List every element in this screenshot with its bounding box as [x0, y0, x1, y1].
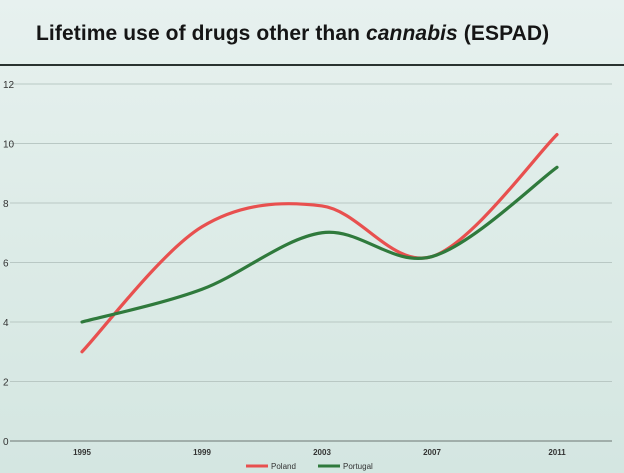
y-tick-label: 4	[3, 318, 9, 329]
y-tick-label: 8	[3, 199, 9, 210]
y-tick-label: 12	[3, 80, 15, 91]
y-tick-label: 2	[3, 378, 9, 389]
y-tick-label: 0	[3, 437, 9, 448]
series-line-portugal	[80, 165, 559, 324]
y-tick-label: 6	[3, 259, 9, 270]
legend-label-poland: Poland	[271, 462, 296, 471]
title-prefix: Lifetime use of drugs other than	[36, 22, 366, 45]
series-line-poland	[80, 132, 559, 354]
x-tick-label: 1999	[193, 448, 211, 457]
chart-title: Lifetime use of drugs other than cannabi…	[36, 22, 549, 46]
x-tick-label: 1995	[73, 448, 91, 457]
title-italic: cannabis	[366, 22, 458, 45]
title-underline	[0, 64, 624, 66]
y-tick-label: 10	[3, 140, 15, 151]
x-tick-label: 2007	[423, 448, 441, 457]
title-bar: Lifetime use of drugs other than cannabi…	[0, 0, 624, 66]
legend-label-portugal: Portugal	[343, 462, 373, 471]
title-suffix: (ESPAD)	[457, 22, 550, 45]
x-tick-label: 2003	[313, 448, 331, 457]
x-tick-label: 2011	[548, 448, 566, 457]
